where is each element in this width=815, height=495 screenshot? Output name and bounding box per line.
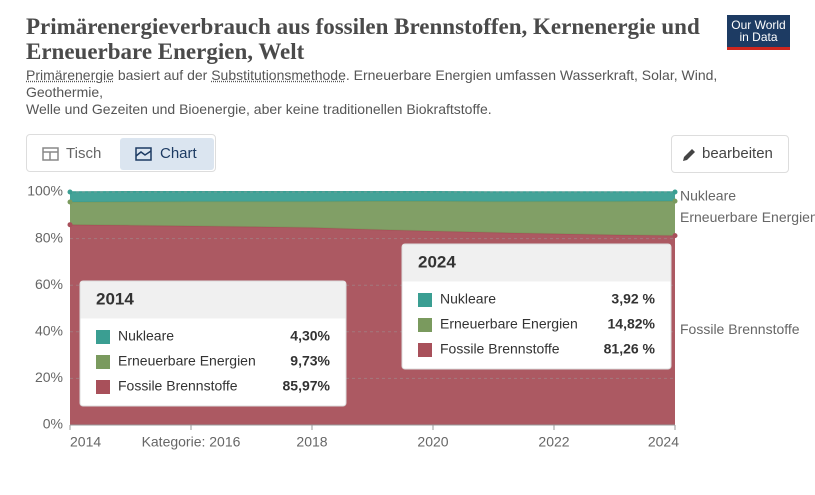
y-tick-label: 80% xyxy=(35,229,63,245)
tooltip-series: Nukleare xyxy=(440,291,496,307)
tooltip-value: 3,92 % xyxy=(611,291,655,307)
table-icon xyxy=(42,147,59,161)
tab[interactable]: Chart xyxy=(120,138,214,170)
swatch xyxy=(96,330,110,344)
point xyxy=(672,189,678,195)
tooltip-value: 4,30% xyxy=(290,328,330,344)
chart-title: Primärenergieverbrauch aus fossilen Bren… xyxy=(26,14,700,64)
point xyxy=(672,198,678,204)
tooltip-value: 14,82% xyxy=(608,316,656,332)
tooltip-series: Fossile Brennstoffe xyxy=(118,378,238,394)
tooltip-series: Erneuerbare Energien xyxy=(118,353,256,369)
y-tick-label: 20% xyxy=(35,369,63,385)
tooltip: 2014 Nukleare 4,30% Erneuerbare Energien 9,7… xyxy=(79,280,347,407)
swatch xyxy=(418,318,432,332)
edit-label: bearbeiten xyxy=(702,145,773,162)
swatch xyxy=(96,355,110,369)
subtitle-link[interactable]: Substitutionsmethode xyxy=(211,67,346,83)
point xyxy=(67,189,73,195)
logo[interactable]: Our World in Data xyxy=(727,15,790,50)
tooltip-series: Nukleare xyxy=(118,328,174,344)
tooltip: 2024 Nukleare 3,92 % Erneuerbare Energien 14… xyxy=(401,243,672,370)
subtitle-link[interactable]: Primärenergie xyxy=(26,67,114,83)
area xyxy=(70,201,675,236)
tooltip-series: Fossile Brennstoffe xyxy=(440,341,560,357)
y-tick-label: 40% xyxy=(35,323,63,339)
series-label: Nukleare xyxy=(680,187,736,203)
area xyxy=(70,191,675,203)
logo-text: in Data xyxy=(739,30,778,44)
x-tick-label: 2018 xyxy=(296,434,327,450)
pencil-icon xyxy=(683,149,695,161)
x-tick-label: Kategorie: 2016 xyxy=(142,434,241,450)
y-tick-label: 0% xyxy=(43,416,63,432)
area-line xyxy=(69,200,676,203)
x-tick-label: 2022 xyxy=(538,434,569,450)
x-tick-label: 2020 xyxy=(417,434,448,450)
point xyxy=(67,222,73,228)
edit-button[interactable]: bearbeiten xyxy=(671,135,789,173)
tab-label: Chart xyxy=(160,145,197,162)
tooltip-value: 81,26 % xyxy=(604,341,656,357)
swatch xyxy=(418,343,432,357)
tooltip-value: 85,97% xyxy=(283,378,331,394)
tab[interactable]: Tisch xyxy=(30,138,118,170)
logo-text: Our World xyxy=(731,18,786,32)
swatch xyxy=(96,380,110,394)
point xyxy=(672,233,678,239)
tooltip-header xyxy=(80,281,346,319)
tooltip-box xyxy=(401,243,672,370)
y-tick-label: 60% xyxy=(35,276,63,292)
x-tick-label: 2014 xyxy=(70,434,101,450)
tab-label: Tisch xyxy=(66,145,102,162)
tooltip-value: 9,73% xyxy=(290,353,330,369)
tooltip-header xyxy=(402,244,671,282)
series-label: Fossile Brennstoffe xyxy=(680,321,800,337)
series-label: Erneuerbare Energien xyxy=(680,209,815,225)
tooltip-title: 2024 xyxy=(418,252,456,271)
subtitle: Primärenergie basiert auf der Substituti… xyxy=(26,67,786,118)
tooltip-series: Erneuerbare Energien xyxy=(440,316,578,332)
area xyxy=(70,224,675,425)
tooltip-title: 2014 xyxy=(96,289,134,308)
tab-group: Tisch Chart xyxy=(26,134,216,172)
subtitle-text: . Erneuerbare Energien umfassen Wasserkr… xyxy=(26,67,718,100)
chart-icon xyxy=(135,147,152,161)
x-tick-label: 2024 xyxy=(648,434,679,450)
subtitle-text: basiert auf der xyxy=(113,67,212,83)
area-line xyxy=(69,223,676,237)
swatch xyxy=(418,293,432,307)
point xyxy=(67,199,73,205)
tooltip-box xyxy=(79,280,347,407)
y-tick-label: 100% xyxy=(27,183,63,199)
subtitle-text: Welle und Gezeiten und Bioenergie, aber … xyxy=(26,101,492,117)
